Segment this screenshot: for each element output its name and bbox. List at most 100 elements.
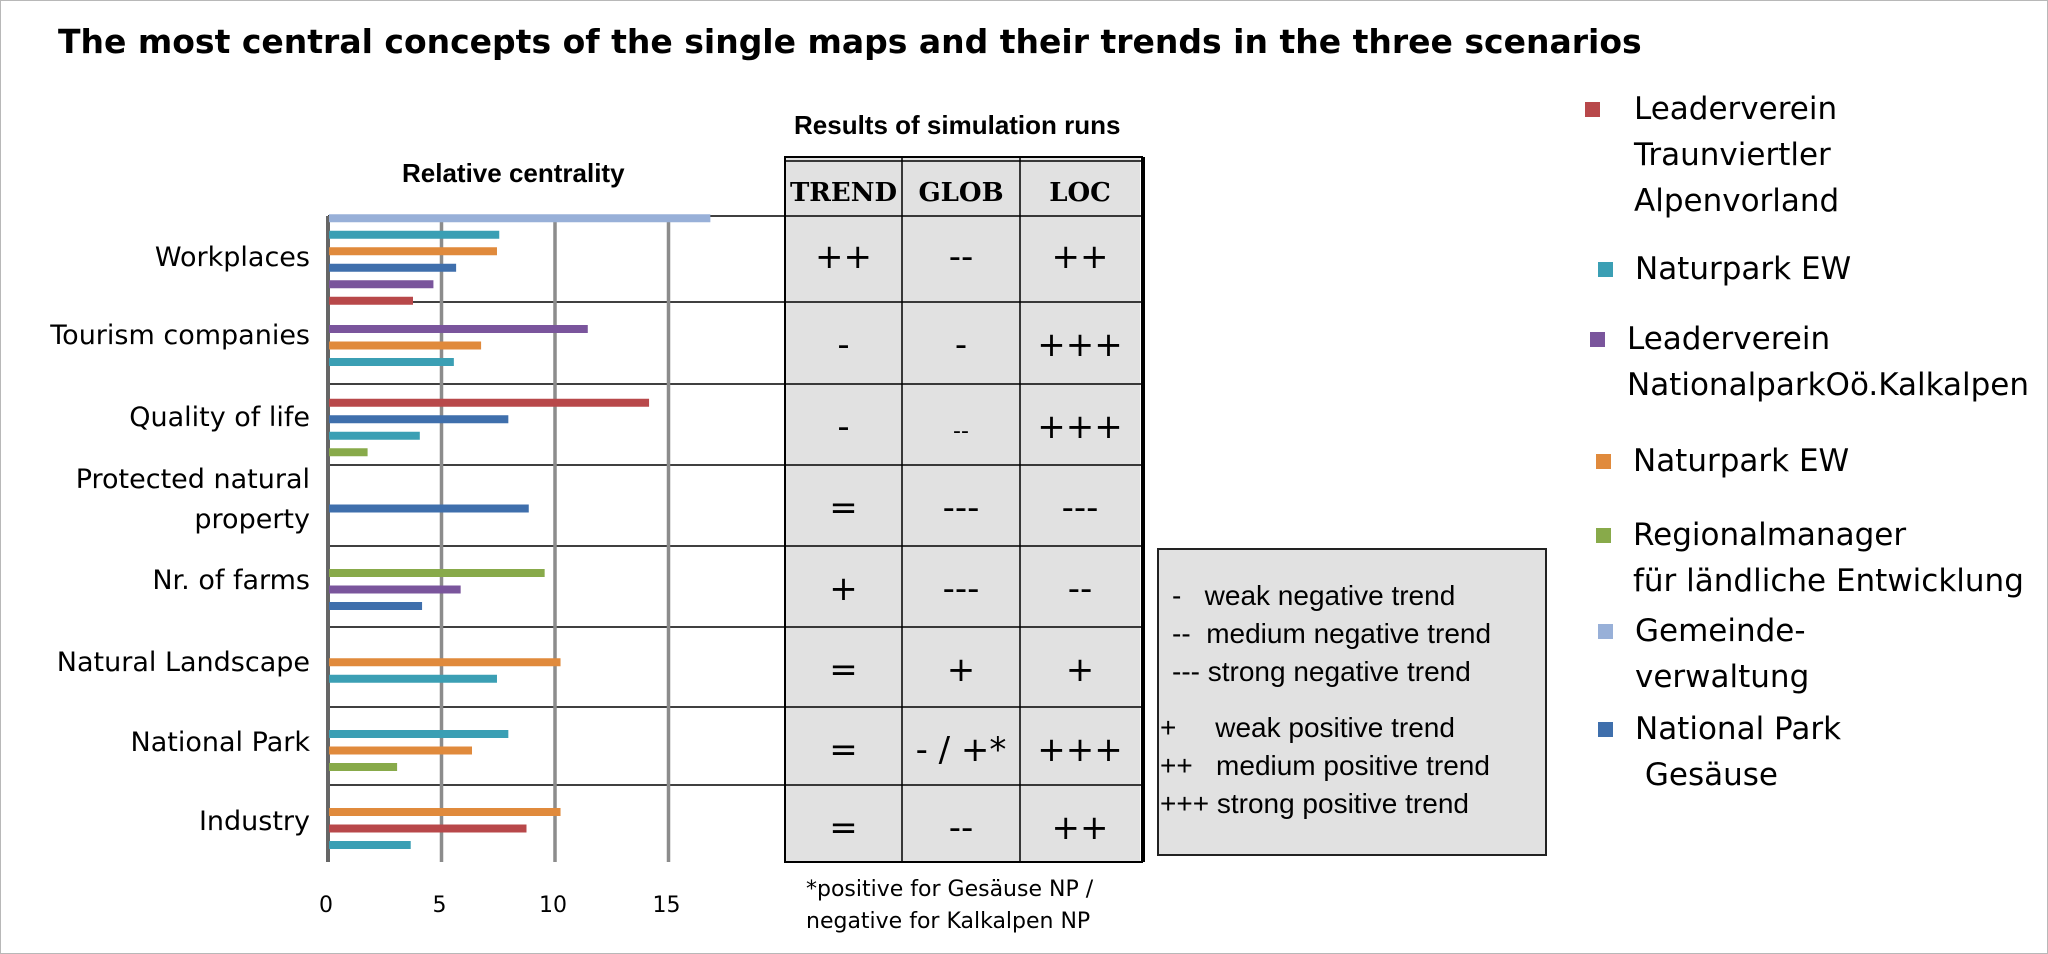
table-body bbox=[785, 216, 1140, 862]
x-tick-label: 0 bbox=[319, 893, 333, 918]
bar bbox=[329, 341, 482, 350]
table-cell: -- bbox=[953, 419, 969, 444]
legend-swatch bbox=[1596, 454, 1611, 469]
table-cell: +++ bbox=[1037, 325, 1122, 365]
results-title: Results of simulation runs bbox=[794, 110, 1121, 140]
x-tick-label: 5 bbox=[432, 893, 447, 918]
legend-label: Regionalmanager für ländliche Entwicklun… bbox=[1633, 517, 2024, 599]
trend-key-line: ++ medium positive trend bbox=[1160, 750, 1490, 781]
legend-swatch bbox=[1598, 262, 1613, 277]
bar bbox=[329, 358, 454, 366]
table-cell: = bbox=[829, 730, 858, 770]
table-header bbox=[785, 157, 1140, 216]
legend-swatch bbox=[1598, 624, 1613, 639]
bar bbox=[329, 247, 497, 256]
legend-swatch bbox=[1585, 102, 1600, 117]
category-label: Protected natural property bbox=[75, 464, 310, 535]
bar bbox=[329, 824, 527, 833]
category-label: National Park bbox=[130, 727, 310, 758]
x-tick-label: 15 bbox=[652, 893, 681, 918]
table-cell: - bbox=[955, 325, 967, 365]
legend-item: Leaderverein Traunviertler Alpenvorland bbox=[1585, 86, 1839, 224]
bar bbox=[329, 398, 650, 407]
category-label: Tourism companies bbox=[50, 320, 310, 351]
trend-key-line: +++ strong positive trend bbox=[1160, 788, 1469, 819]
legend-item: Leaderverein NationalparkOö.Kalkalpen bbox=[1590, 316, 2029, 408]
legend-label: National Park Gesäuse bbox=[1635, 711, 1842, 793]
bar bbox=[329, 569, 545, 577]
figure-title: The most central concepts of the single … bbox=[58, 22, 1642, 61]
table-column-header: TREND bbox=[790, 178, 897, 208]
bar bbox=[329, 230, 500, 239]
bar bbox=[329, 763, 398, 771]
category-label: Nr. of farms bbox=[152, 565, 310, 596]
table-cell: +++ bbox=[1037, 730, 1122, 770]
bar bbox=[329, 746, 473, 755]
legend-swatch bbox=[1598, 722, 1613, 737]
table-cell: - bbox=[837, 407, 849, 447]
legend-item: Gemeinde- verwaltung bbox=[1598, 608, 1809, 700]
bar bbox=[329, 602, 423, 610]
table-cell: -- bbox=[1068, 569, 1093, 609]
bar bbox=[329, 214, 711, 223]
table-cell: +++ bbox=[1037, 407, 1122, 447]
table-cell: + bbox=[829, 569, 858, 609]
bar bbox=[329, 841, 411, 849]
legend-label: Leaderverein Traunviertler Alpenvorland bbox=[1634, 91, 1840, 219]
bar bbox=[329, 296, 413, 305]
trend-key-line: -- medium negative trend bbox=[1172, 618, 1492, 649]
table-cell: -- bbox=[949, 808, 974, 848]
table-cell: --- bbox=[1062, 488, 1099, 528]
table-cell: ++ bbox=[815, 237, 872, 277]
table-cell: = bbox=[829, 650, 858, 690]
bar bbox=[329, 448, 368, 457]
bar bbox=[329, 263, 457, 272]
bar bbox=[329, 658, 561, 667]
legend-label: Naturpark EW bbox=[1633, 443, 1850, 479]
bar bbox=[329, 280, 434, 289]
trend-key-box bbox=[1157, 548, 1547, 856]
chart-title: Relative centrality bbox=[402, 158, 625, 188]
legend-item: Naturpark EW bbox=[1598, 246, 1851, 292]
trend-key-line: --- strong negative trend bbox=[1172, 656, 1471, 687]
table-cell: - / +* bbox=[916, 730, 1007, 770]
table-column-header: GLOB bbox=[918, 178, 1003, 208]
category-label: Natural Landscape bbox=[56, 647, 310, 678]
legend-swatch bbox=[1590, 332, 1605, 347]
bar bbox=[329, 504, 529, 513]
trend-key-line: - weak negative trend bbox=[1172, 580, 1456, 611]
table-cell: -- bbox=[949, 237, 974, 277]
bar bbox=[329, 431, 420, 440]
table-column-header: LOC bbox=[1049, 178, 1111, 208]
bar bbox=[329, 674, 497, 683]
table-cell: - bbox=[837, 325, 849, 365]
legend-label: Leaderverein NationalparkOö.Kalkalpen bbox=[1627, 321, 2030, 403]
table-cell: ++ bbox=[1052, 237, 1109, 277]
table-cell: + bbox=[947, 650, 976, 690]
legend-label: Gemeinde- verwaltung bbox=[1635, 613, 1810, 695]
x-tick-label: 10 bbox=[539, 893, 567, 918]
table-cell: + bbox=[1066, 650, 1095, 690]
legend-item: Naturpark EW bbox=[1596, 438, 1849, 484]
table-cell: --- bbox=[943, 488, 980, 528]
table-cell: = bbox=[829, 808, 858, 848]
bar bbox=[329, 808, 561, 816]
category-label: Workplaces bbox=[154, 242, 310, 273]
legend-item: National Park Gesäuse bbox=[1598, 706, 1841, 798]
category-label: Industry bbox=[198, 806, 310, 837]
bar bbox=[329, 325, 588, 333]
bar bbox=[329, 585, 461, 594]
footnote: *positive for Gesäuse NP / negative for … bbox=[806, 877, 1094, 934]
legend-item: Regionalmanager für ländliche Entwicklun… bbox=[1596, 512, 2024, 604]
table-cell: = bbox=[829, 488, 858, 528]
category-label: Quality of life bbox=[129, 402, 310, 433]
table-cell: --- bbox=[943, 569, 980, 609]
bar bbox=[329, 730, 509, 738]
table-border bbox=[784, 156, 1143, 863]
legend-label: Naturpark EW bbox=[1635, 251, 1852, 287]
legend-swatch bbox=[1596, 528, 1611, 543]
table-cell: ++ bbox=[1052, 808, 1109, 848]
bar bbox=[329, 415, 509, 424]
trend-key-line: + weak positive trend bbox=[1160, 712, 1455, 743]
